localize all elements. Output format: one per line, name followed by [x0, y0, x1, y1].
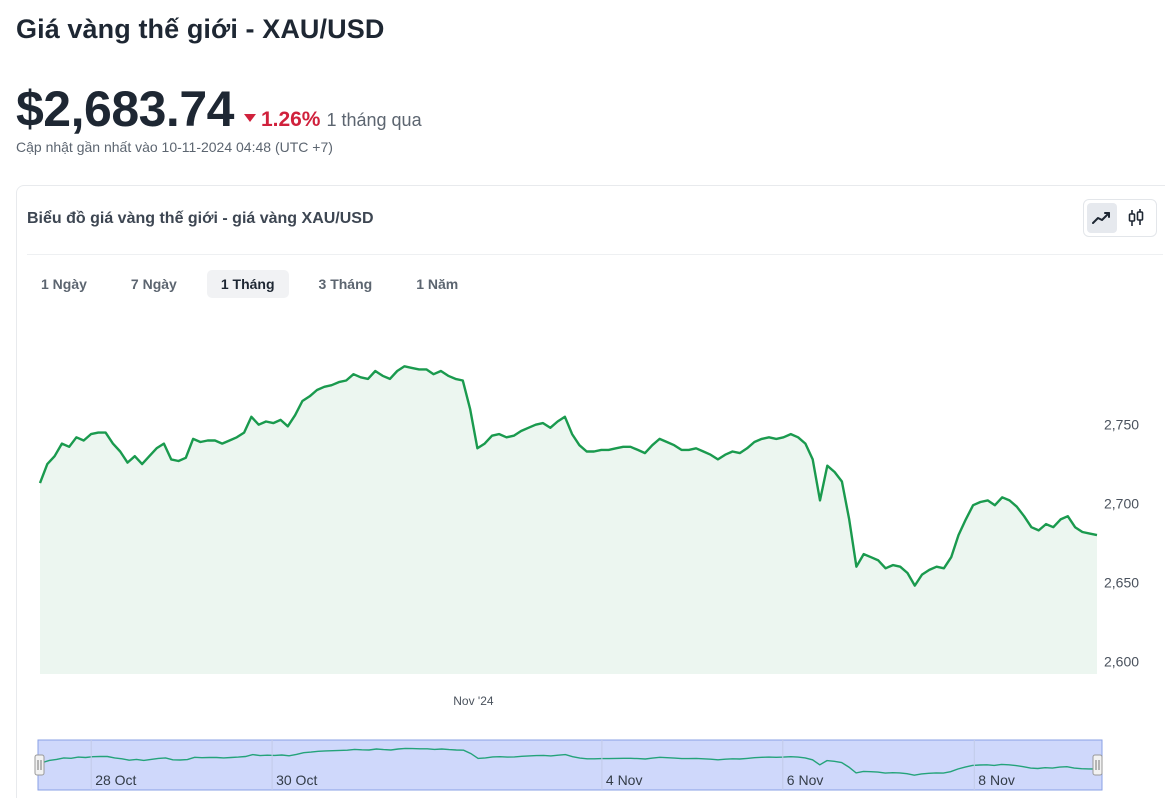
candlestick-icon — [1128, 209, 1144, 226]
line-chart-button[interactable] — [1087, 203, 1117, 233]
y-tick-label: 2,600 — [1104, 653, 1139, 669]
navigator-right-handle[interactable] — [1092, 754, 1103, 776]
tab-1-day[interactable]: 1 Ngày — [41, 276, 87, 292]
x-tick-label: Nov '24 — [453, 694, 494, 708]
tab-1-month[interactable]: 1 Tháng — [206, 270, 289, 298]
navigator-range[interactable] — [37, 739, 1103, 791]
y-tick-label: 2,750 — [1104, 417, 1139, 433]
y-tick-label: 2,650 — [1104, 575, 1139, 591]
page-title: Giá vàng thế giới - XAU/USD — [16, 14, 385, 44]
change-percent: 1.26% — [260, 108, 321, 131]
navigator-label: 4 Nov — [606, 772, 643, 788]
tab-1-year[interactable]: 1 Năm — [416, 276, 459, 292]
tab-7-days[interactable]: 7 Ngày — [130, 276, 177, 292]
price-line — [38, 365, 1098, 587]
navigator-line — [41, 747, 1097, 776]
chart-card-title: Biểu đồ giá vàng thế giới - giá vàng XAU… — [27, 210, 374, 227]
tab-3-months[interactable]: 3 Tháng — [318, 276, 373, 292]
card-divider — [27, 254, 1163, 255]
current-price: $2,683.74 — [16, 81, 234, 137]
candlestick-button[interactable] — [1121, 203, 1151, 233]
navigator-label: 8 Nov — [978, 772, 1015, 788]
navigator-label: 28 Oct — [95, 772, 136, 788]
price-row: $2,683.74 1.26% 1 tháng qua — [16, 80, 422, 137]
range-tabs: 1 Ngày 7 Ngày 1 Tháng 3 Tháng 1 Năm — [27, 270, 472, 298]
navigator-left-handle[interactable] — [34, 754, 45, 776]
down-arrow-icon — [243, 114, 256, 122]
line-chart-icon — [1092, 212, 1110, 224]
change-period: 1 tháng qua — [326, 110, 422, 130]
price-area — [40, 366, 1097, 674]
y-tick-label: 2,700 — [1104, 496, 1139, 512]
navigator-label: 6 Nov — [787, 772, 824, 788]
last-updated: Cập nhật gần nhất vào 10-11-2024 04:48 (… — [16, 139, 333, 155]
chart-type-toggle — [1083, 199, 1157, 237]
navigator-label: 30 Oct — [276, 772, 317, 788]
